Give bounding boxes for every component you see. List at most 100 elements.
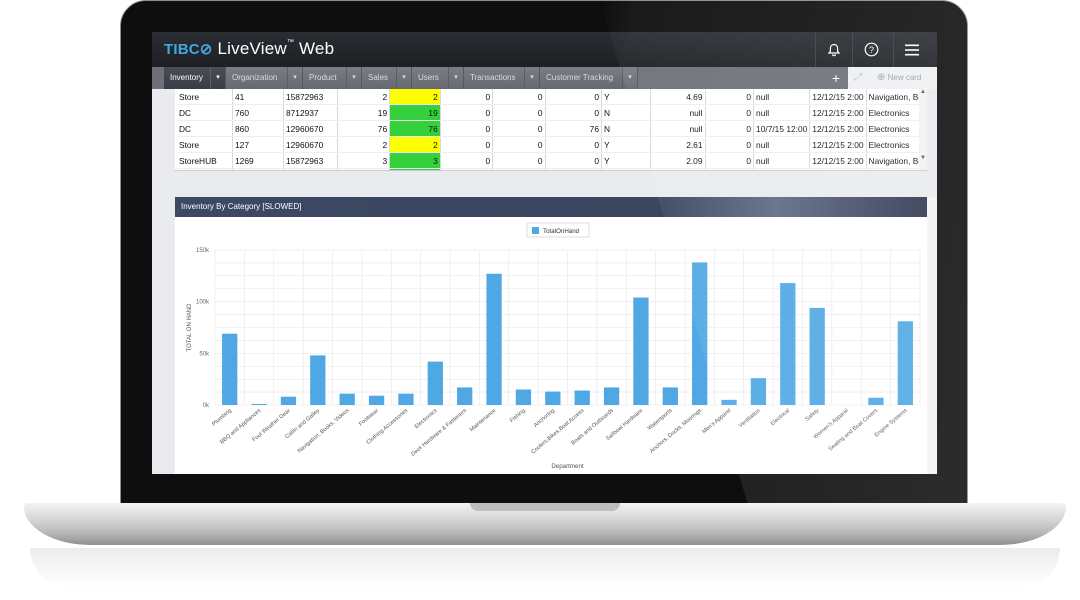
- x-tick-label: Seating and Boat Covers: [828, 408, 880, 453]
- table-cell: 10/7/15 12:00: [753, 120, 811, 137]
- table-cell: 760: [232, 104, 284, 121]
- table-row[interactable]: Store1271296009533000Y15.130null12/12/15…: [177, 168, 927, 170]
- main-menu-button[interactable]: [893, 32, 930, 67]
- new-card-area: ⤢ ⊕ New card: [848, 67, 937, 89]
- table-cell: 12/12/15 2:00: [809, 136, 867, 153]
- table-cell: 3: [337, 152, 391, 169]
- x-axis-label: Department: [551, 463, 584, 470]
- tab-label: Product: [309, 73, 337, 82]
- table-cell: 0: [492, 152, 546, 169]
- table-cell: 2.61: [650, 136, 706, 153]
- tab-users[interactable]: Users ▾: [412, 67, 464, 89]
- table-cell: 2.09: [650, 152, 706, 169]
- notifications-button[interactable]: [815, 32, 852, 67]
- legend-swatch: [532, 227, 539, 234]
- table-row[interactable]: StoreHUB 1269 15872963 3 3 0 0 0 Y 2.09 0 null 12/12…: [177, 152, 927, 169]
- laptop-reflection: [30, 548, 1060, 588]
- tab-inventory[interactable]: Inventory ▾: [164, 67, 226, 89]
- scroll-up-icon[interactable]: ▲: [920, 89, 926, 95]
- scroll-down-icon[interactable]: ▼: [920, 155, 926, 161]
- tab-label: Transactions: [470, 73, 516, 82]
- tab-product[interactable]: Product ▾: [303, 67, 362, 89]
- table-cell: 2: [337, 136, 391, 153]
- table-cell: 0: [440, 120, 494, 137]
- table-cell: 1269: [232, 152, 284, 169]
- table-cell: 12960670: [283, 120, 338, 137]
- expand-icon[interactable]: ⤢: [854, 72, 862, 83]
- tab-label: Organization: [232, 73, 278, 82]
- y-tick-label: 100k: [196, 300, 210, 306]
- y-tick-label: 0k: [203, 403, 210, 409]
- table-cell: 2: [337, 89, 391, 105]
- bar: [750, 378, 767, 405]
- table-cell: Y: [601, 136, 651, 153]
- y-tick-label: 50k: [199, 351, 210, 357]
- table-cell: 0: [440, 104, 494, 121]
- help-button[interactable]: ?: [852, 32, 889, 67]
- app-screen: TIBC⊘ LiveView™ Web ? Inventory ▾ Organiz…: [152, 32, 937, 474]
- table-cell: 2: [389, 89, 441, 105]
- table-cell: null: [753, 104, 811, 121]
- add-tab-button[interactable]: +: [831, 70, 841, 86]
- screen-scrollbar[interactable]: [927, 197, 937, 474]
- tab-organization[interactable]: Organization ▾: [226, 67, 303, 89]
- table-row[interactable]: Store 41 15872963 2 2 0 0 0 Y 4.69 0 null 12/12/15 2…: [177, 89, 927, 105]
- tab-transactions[interactable]: Transactions ▾: [464, 67, 540, 89]
- tab-customer-tracking[interactable]: Customer Tracking ▾: [540, 67, 638, 89]
- table-cell: 0: [705, 136, 755, 153]
- x-tick-label: Maintenance: [469, 408, 497, 433]
- bar: [222, 333, 238, 405]
- x-tick-label: Deck Hardware & Fasteners: [410, 408, 468, 458]
- bar: [310, 355, 326, 405]
- table-cell: 2: [389, 136, 441, 153]
- table-cell: 19: [337, 104, 391, 121]
- chevron-down-icon[interactable]: ▾: [396, 67, 411, 89]
- y-axis-label: TOTAL ON HAND: [187, 303, 193, 352]
- brand-name: TIBC: [164, 41, 200, 58]
- table-scrollbar[interactable]: ▲ ▼: [919, 89, 927, 170]
- tab-label: Customer Tracking: [546, 73, 614, 82]
- tab-label: Users: [418, 73, 439, 82]
- table-cell: Store: [177, 136, 233, 153]
- bar: [398, 393, 414, 405]
- table-cell: 0: [705, 104, 755, 121]
- bar: [368, 395, 385, 405]
- bar: [692, 262, 708, 405]
- inventory-table-panel: Store 41 15872963 2 2 0 0 0 Y 4.69 0 null 12/12/15 2…: [175, 89, 927, 171]
- table-cell: 0: [440, 168, 494, 170]
- table-cell: DC: [177, 104, 233, 121]
- table-cell: 0: [545, 152, 602, 169]
- chevron-down-icon[interactable]: ▾: [287, 67, 302, 89]
- chevron-down-icon[interactable]: ▾: [346, 67, 361, 89]
- card-tab-bar: Inventory ▾ Organization ▾ Product ▾ Sales ▾…: [152, 67, 937, 89]
- bar: [574, 390, 590, 405]
- x-tick-label: Ventilation: [738, 408, 762, 429]
- chevron-down-icon[interactable]: ▾: [210, 67, 225, 89]
- tab-label: Sales: [368, 73, 389, 82]
- table-cell: 12/12/15 2:00: [809, 104, 867, 121]
- chevron-down-icon[interactable]: ▾: [622, 67, 637, 89]
- inventory-table: Store 41 15872963 2 2 0 0 0 Y 4.69 0 null 12/12/15 2…: [177, 89, 927, 170]
- table-cell: Y: [601, 152, 651, 169]
- x-tick-label: Anchors, Docks, Moorings: [649, 408, 703, 455]
- new-card-button[interactable]: ⊕ New card: [877, 67, 921, 89]
- table-cell: 0: [705, 168, 755, 170]
- table-row[interactable]: Store 127 12960670 2 2 0 0 0 Y 2.61 0 null 12/12/15 …: [177, 136, 927, 153]
- table-cell: 0: [492, 168, 546, 170]
- chevron-down-icon[interactable]: ▾: [524, 67, 539, 89]
- table-cell: 3: [389, 152, 441, 169]
- tab-sales[interactable]: Sales ▾: [362, 67, 412, 89]
- chevron-down-icon[interactable]: ▾: [448, 67, 463, 89]
- table-cell: 76: [545, 120, 602, 137]
- table-cell: Store: [177, 168, 233, 170]
- table-cell: Electronics: [866, 136, 927, 153]
- legend-label: TotalOnHand: [543, 228, 580, 235]
- table-cell: 127: [232, 136, 284, 153]
- table-cell: Navigation, Be: [866, 152, 927, 169]
- bar: [809, 307, 825, 405]
- table-cell: null: [753, 168, 811, 170]
- product-name: LiveView: [217, 39, 287, 58]
